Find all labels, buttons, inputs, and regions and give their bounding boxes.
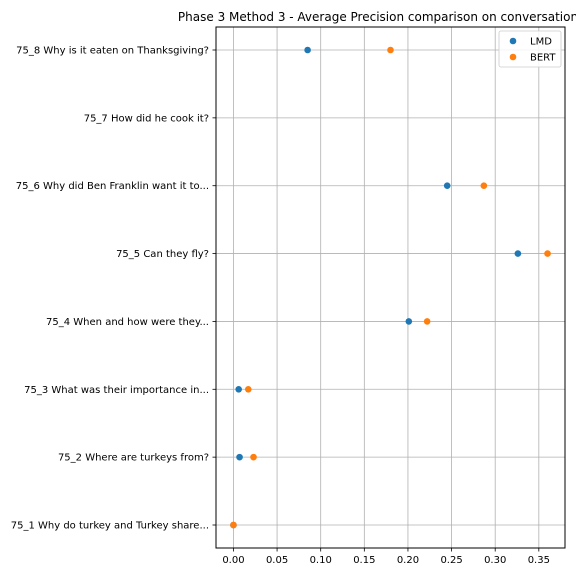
x-tick-label: 0.05	[266, 555, 288, 566]
x-tick-label: 0.00	[222, 555, 244, 566]
y-category-label: 75_6 Why did Ben Franklin want it to...	[16, 181, 209, 192]
data-point-lmd	[236, 453, 243, 461]
y-category-label: 75_4 When and how were they...	[46, 317, 209, 328]
legend-label: BERT	[530, 53, 556, 64]
legend-marker	[509, 53, 517, 61]
legend: LMD BERT	[498, 30, 562, 68]
x-tick-label: 0.25	[440, 555, 462, 566]
data-point-lmd	[443, 182, 451, 190]
x-axis: 0.00 0.05 0.10 0.15 0.20 0.25 0.30 0.35	[222, 548, 550, 566]
legend-marker	[509, 37, 517, 45]
data-point-bert	[423, 318, 431, 325]
data-point-bert	[230, 521, 237, 529]
plot-frame	[215, 26, 566, 549]
data-point-bert	[250, 453, 257, 461]
data-point-bert	[544, 250, 551, 257]
data-point-lmd	[235, 385, 242, 393]
data-point-bert	[387, 46, 394, 54]
x-tick-label: 0.20	[397, 555, 419, 566]
y-category-label: 75_2 Where are turkeys from?	[58, 453, 209, 464]
y-category-label: 75_7 How did he cook it?	[84, 113, 209, 124]
data-point-bert	[480, 182, 488, 190]
data-point-bert	[244, 385, 252, 393]
x-tick-label: 0.15	[353, 555, 375, 566]
x-tick-label: 0.30	[484, 555, 506, 566]
legend-label: LMD	[530, 37, 552, 48]
y-category-label: 75_3 What was their importance in...	[24, 385, 209, 396]
data-point-lmd	[514, 250, 522, 257]
y-category-label: 75_8 Why is it eaten on Thanksgiving?	[16, 46, 209, 57]
data-point-lmd	[304, 46, 311, 54]
y-category-label: 75_1 Why do turkey and Turkey share...	[11, 521, 209, 532]
x-tick-label: 0.35	[528, 555, 550, 566]
y-category-label: 75_5 Can they fly?	[116, 249, 209, 260]
chart-title: Phase 3 Method 3 - Average Precision com…	[178, 10, 576, 24]
x-tick-label: 0.10	[310, 555, 332, 566]
y-axis: 75_1 Why do turkey and Turkey share... 75…	[11, 46, 216, 532]
data-points	[230, 46, 551, 529]
data-point-lmd	[405, 318, 413, 325]
grid	[216, 27, 565, 548]
